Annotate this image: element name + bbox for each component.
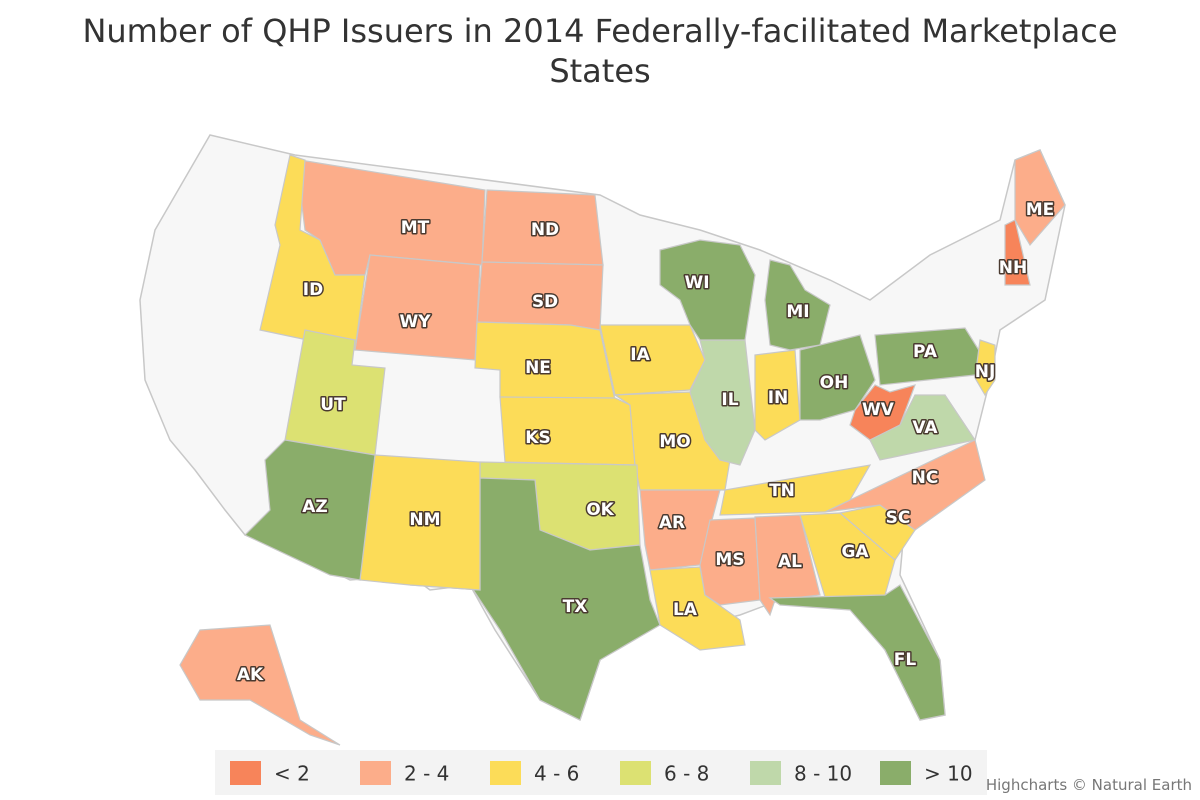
state-label: AR bbox=[659, 513, 685, 533]
state-label: MI bbox=[786, 302, 809, 322]
state-label: OH bbox=[820, 373, 849, 393]
title-line: Number of QHP Issuers in 2014 Federally-… bbox=[82, 12, 1117, 50]
state-label: NJ bbox=[975, 362, 996, 382]
state-label: ND bbox=[531, 220, 559, 240]
state-label: MT bbox=[401, 218, 430, 238]
state-label: VA bbox=[912, 418, 938, 438]
legend-swatch[interactable] bbox=[620, 761, 651, 785]
states bbox=[179, 149, 1066, 746]
map-title: Number of QHP Issuers in 2014 Federally-… bbox=[82, 12, 1117, 90]
legend-label[interactable]: > 10 bbox=[924, 762, 973, 786]
state-label: FL bbox=[894, 650, 917, 670]
legend-label[interactable]: 4 - 6 bbox=[534, 762, 579, 786]
state[interactable] bbox=[1004, 219, 1031, 286]
state[interactable] bbox=[689, 339, 756, 466]
state-label: WY bbox=[399, 312, 431, 332]
state-labels: MT ND SD WY ID UT NE IA KS MO OK TX NM AZ AR LA MS AL GA FL… bbox=[235, 199, 1055, 687]
state-label: IA bbox=[630, 345, 650, 365]
state-label: ID bbox=[303, 280, 323, 300]
state-label: GA bbox=[841, 542, 869, 562]
state[interactable] bbox=[799, 512, 896, 598]
state-label: UT bbox=[320, 395, 346, 415]
state-label: PA bbox=[913, 342, 938, 362]
state[interactable] bbox=[354, 254, 481, 361]
state-label: WV bbox=[862, 400, 895, 420]
state-label: OK bbox=[586, 500, 614, 520]
state[interactable] bbox=[499, 396, 636, 466]
state[interactable] bbox=[179, 624, 341, 746]
state-label: ME bbox=[1026, 200, 1055, 220]
state-label: AL bbox=[778, 552, 802, 572]
legend-swatch[interactable] bbox=[360, 761, 391, 785]
legend-swatch[interactable] bbox=[880, 761, 911, 785]
state[interactable] bbox=[243, 439, 376, 581]
state-label: MS bbox=[715, 550, 744, 570]
state[interactable] bbox=[409, 477, 661, 721]
state-label: NC bbox=[912, 468, 939, 488]
state-label: KS bbox=[525, 428, 550, 448]
state[interactable] bbox=[974, 339, 996, 397]
state-label: MO bbox=[659, 432, 690, 452]
title-line: States bbox=[549, 52, 650, 90]
state-label: SC bbox=[886, 508, 911, 528]
state-label: NM bbox=[409, 510, 440, 530]
state[interactable] bbox=[768, 584, 946, 721]
state[interactable] bbox=[754, 349, 801, 441]
state-label: AK bbox=[237, 665, 264, 685]
state-label: WI bbox=[684, 273, 709, 293]
state-label: IN bbox=[768, 388, 789, 408]
state-label: AZ bbox=[302, 497, 327, 517]
legend: < 2 2 - 4 4 - 6 6 - 8 8 - 10 > 10 bbox=[230, 761, 973, 786]
credits: Highcharts © Natural Earth bbox=[986, 776, 1192, 794]
state[interactable] bbox=[719, 464, 872, 516]
state[interactable] bbox=[599, 324, 706, 396]
state-label: NH bbox=[999, 258, 1027, 278]
state[interactable] bbox=[659, 239, 756, 341]
state-label: NE bbox=[525, 358, 551, 378]
legend-label[interactable]: 2 - 4 bbox=[404, 762, 449, 786]
legend-swatch[interactable] bbox=[490, 761, 521, 785]
state[interactable] bbox=[639, 489, 721, 571]
legend-swatch[interactable] bbox=[230, 761, 261, 785]
legend-background bbox=[215, 750, 987, 795]
state[interactable] bbox=[1014, 149, 1066, 247]
state-label: SD bbox=[532, 292, 558, 312]
state-label: LA bbox=[673, 600, 698, 620]
state-label: TX bbox=[563, 597, 588, 617]
legend-label[interactable]: 6 - 8 bbox=[664, 762, 709, 786]
legend-label[interactable]: < 2 bbox=[274, 762, 310, 786]
legend-swatch[interactable] bbox=[750, 761, 781, 785]
state-label: TN bbox=[769, 481, 795, 501]
legend-label[interactable]: 8 - 10 bbox=[794, 762, 852, 786]
state-label: IL bbox=[721, 390, 738, 410]
state[interactable] bbox=[849, 384, 916, 441]
state[interactable] bbox=[869, 394, 976, 461]
state[interactable] bbox=[764, 259, 831, 351]
state[interactable] bbox=[259, 154, 366, 351]
